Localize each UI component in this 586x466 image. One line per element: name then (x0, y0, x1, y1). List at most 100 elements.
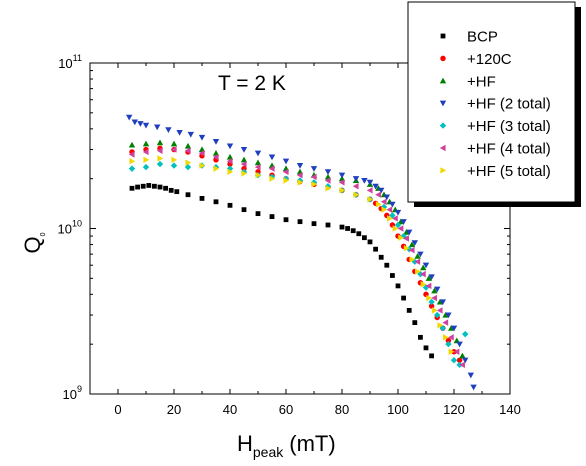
data-point (448, 324, 455, 331)
data-point (442, 311, 449, 318)
data-point (436, 307, 443, 314)
data-point (398, 234, 404, 241)
legend-marker (440, 33, 446, 39)
x-tick-label: 80 (335, 402, 349, 417)
data-point (380, 198, 387, 205)
legend-label: BCP (467, 29, 498, 46)
data-point (414, 258, 421, 265)
data-point (170, 162, 178, 169)
series-6-points (128, 146, 465, 369)
data-point (168, 187, 174, 193)
data-point (296, 171, 303, 179)
data-point (431, 287, 438, 294)
legend: BCP +120C +HF +HF (2 total) +HF (3 total) +HF… (439, 29, 551, 180)
series-4-points (126, 114, 477, 391)
data-point (126, 114, 133, 121)
data-point (129, 158, 136, 165)
legend-entry: +HF (2 total) (439, 96, 551, 113)
data-point (390, 273, 395, 278)
data-markers (126, 114, 477, 391)
x-axis-title-subscript: peak (253, 444, 284, 460)
data-point (310, 166, 318, 172)
data-point (156, 160, 164, 168)
data-point (467, 372, 474, 379)
data-point (425, 282, 432, 290)
data-point (408, 246, 415, 254)
data-point (418, 334, 423, 340)
data-point (448, 348, 455, 355)
legend-entry: +HF (439, 73, 496, 90)
data-point (367, 196, 374, 203)
data-point (445, 340, 452, 348)
data-point (378, 187, 385, 194)
data-point (212, 153, 219, 161)
x-tick-label: 120 (443, 402, 465, 417)
data-point (361, 177, 368, 184)
data-point (241, 170, 248, 177)
data-point (325, 222, 331, 228)
data-point (375, 191, 381, 198)
data-point (241, 207, 247, 213)
data-point (339, 187, 346, 194)
data-point (226, 143, 234, 150)
data-point (325, 185, 332, 192)
data-point (439, 324, 446, 332)
data-point (324, 177, 331, 184)
series-1-points (129, 183, 434, 359)
data-point (143, 156, 150, 164)
data-point (443, 334, 449, 341)
data-point (157, 184, 163, 190)
data-point (373, 246, 378, 252)
data-point (142, 140, 150, 147)
data-point (386, 206, 393, 213)
legend-marker (439, 100, 447, 107)
data-point (420, 281, 427, 288)
data-point (400, 219, 407, 225)
data-point (142, 148, 149, 156)
legend-label: +120C (467, 51, 512, 68)
data-point (453, 348, 460, 355)
data-point (470, 384, 477, 391)
data-point (227, 168, 234, 176)
y-tick-label: 1010 (58, 219, 82, 237)
data-point (296, 177, 304, 184)
data-point (439, 299, 446, 306)
data-point (437, 322, 444, 329)
legend-marker (440, 55, 446, 62)
data-point (268, 165, 275, 172)
data-point (254, 150, 262, 157)
data-point (282, 158, 290, 165)
data-point (389, 212, 396, 219)
legend-marker (439, 77, 447, 84)
x-axis-title-unit: (mT) (289, 431, 335, 456)
legend-marker (440, 167, 447, 174)
y-axis-title: Q0 (20, 232, 47, 253)
data-point (375, 201, 382, 208)
legend-entry: +120C (440, 51, 512, 68)
data-point (366, 179, 374, 186)
data-point (128, 151, 135, 158)
series-7-points (129, 155, 455, 355)
legend-label: +HF (5 total) (467, 163, 551, 180)
data-point (428, 303, 435, 309)
x-tick-label: 40 (223, 402, 237, 417)
data-point (345, 226, 350, 231)
data-point (283, 177, 290, 184)
data-point (403, 228, 410, 235)
legend-box (407, 1, 576, 203)
legend-entry: +HF (3 total) (439, 118, 551, 135)
data-point (445, 337, 452, 344)
data-point (282, 175, 290, 182)
data-point (406, 307, 412, 313)
data-point (212, 139, 220, 145)
legend-label: +HF (2 total) (467, 96, 551, 113)
data-point (428, 298, 435, 306)
data-point (352, 176, 360, 182)
data-point (397, 218, 404, 225)
data-point (156, 139, 164, 146)
data-point (198, 150, 205, 157)
data-point (338, 179, 345, 186)
x-axis-title: Hpeak (mT) (237, 431, 336, 460)
data-point (434, 286, 441, 293)
